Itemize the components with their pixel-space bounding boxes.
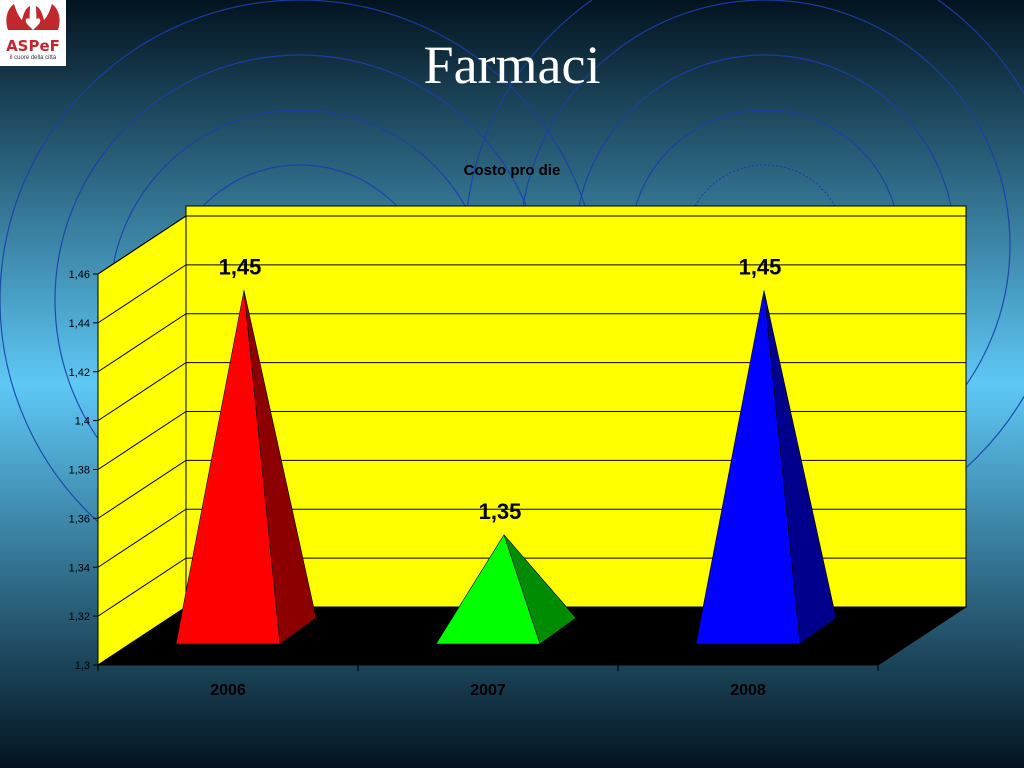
- back-wall: [185, 205, 967, 608]
- gridline: [97, 508, 966, 568]
- data-label: 1,45: [219, 254, 262, 279]
- y-tick-label: 1,44: [69, 318, 90, 330]
- aspef-logo: ASPeF il cuore della città: [0, 0, 66, 66]
- gridline: [97, 215, 966, 275]
- pyramid-bar-2007: [435, 534, 577, 645]
- y-tick-label: 1,3: [75, 660, 90, 672]
- x-tick-label: 2006: [210, 682, 246, 699]
- pyramid-front-face: [695, 290, 801, 645]
- hands-heart-icon: [6, 4, 60, 30]
- x-tick-label: 2007: [470, 682, 506, 699]
- chart-title: Costo pro die: [464, 162, 561, 179]
- data-label: 1,45: [739, 254, 782, 279]
- gridline: [97, 362, 966, 422]
- slide-title: Farmaci: [423, 35, 601, 95]
- data-label: 1,35: [479, 499, 522, 524]
- y-tick-label: 1,46: [69, 269, 90, 281]
- y-tick-label: 1,32: [69, 611, 90, 623]
- pyramid-bar-2008: [695, 290, 837, 645]
- gridline: [97, 313, 966, 373]
- gridline: [97, 459, 966, 519]
- y-tick-label: 1,42: [69, 367, 90, 379]
- y-tick-label: 1,34: [69, 562, 90, 574]
- gridline: [97, 411, 966, 470]
- pyramid-front-face: [435, 534, 541, 645]
- pyramid-bar-2006: [175, 290, 317, 645]
- gridline: [97, 557, 966, 617]
- pyramid-front-face: [175, 290, 281, 645]
- y-tick-label: 1,36: [69, 513, 90, 525]
- x-tick-label: 2008: [730, 682, 766, 699]
- y-tick-label: 1,38: [69, 465, 90, 477]
- y-tick-label: 1,4: [75, 416, 90, 428]
- gridline: [97, 264, 966, 324]
- logo-tagline: il cuore della città: [9, 55, 57, 61]
- logo-name: ASPeF: [6, 37, 60, 55]
